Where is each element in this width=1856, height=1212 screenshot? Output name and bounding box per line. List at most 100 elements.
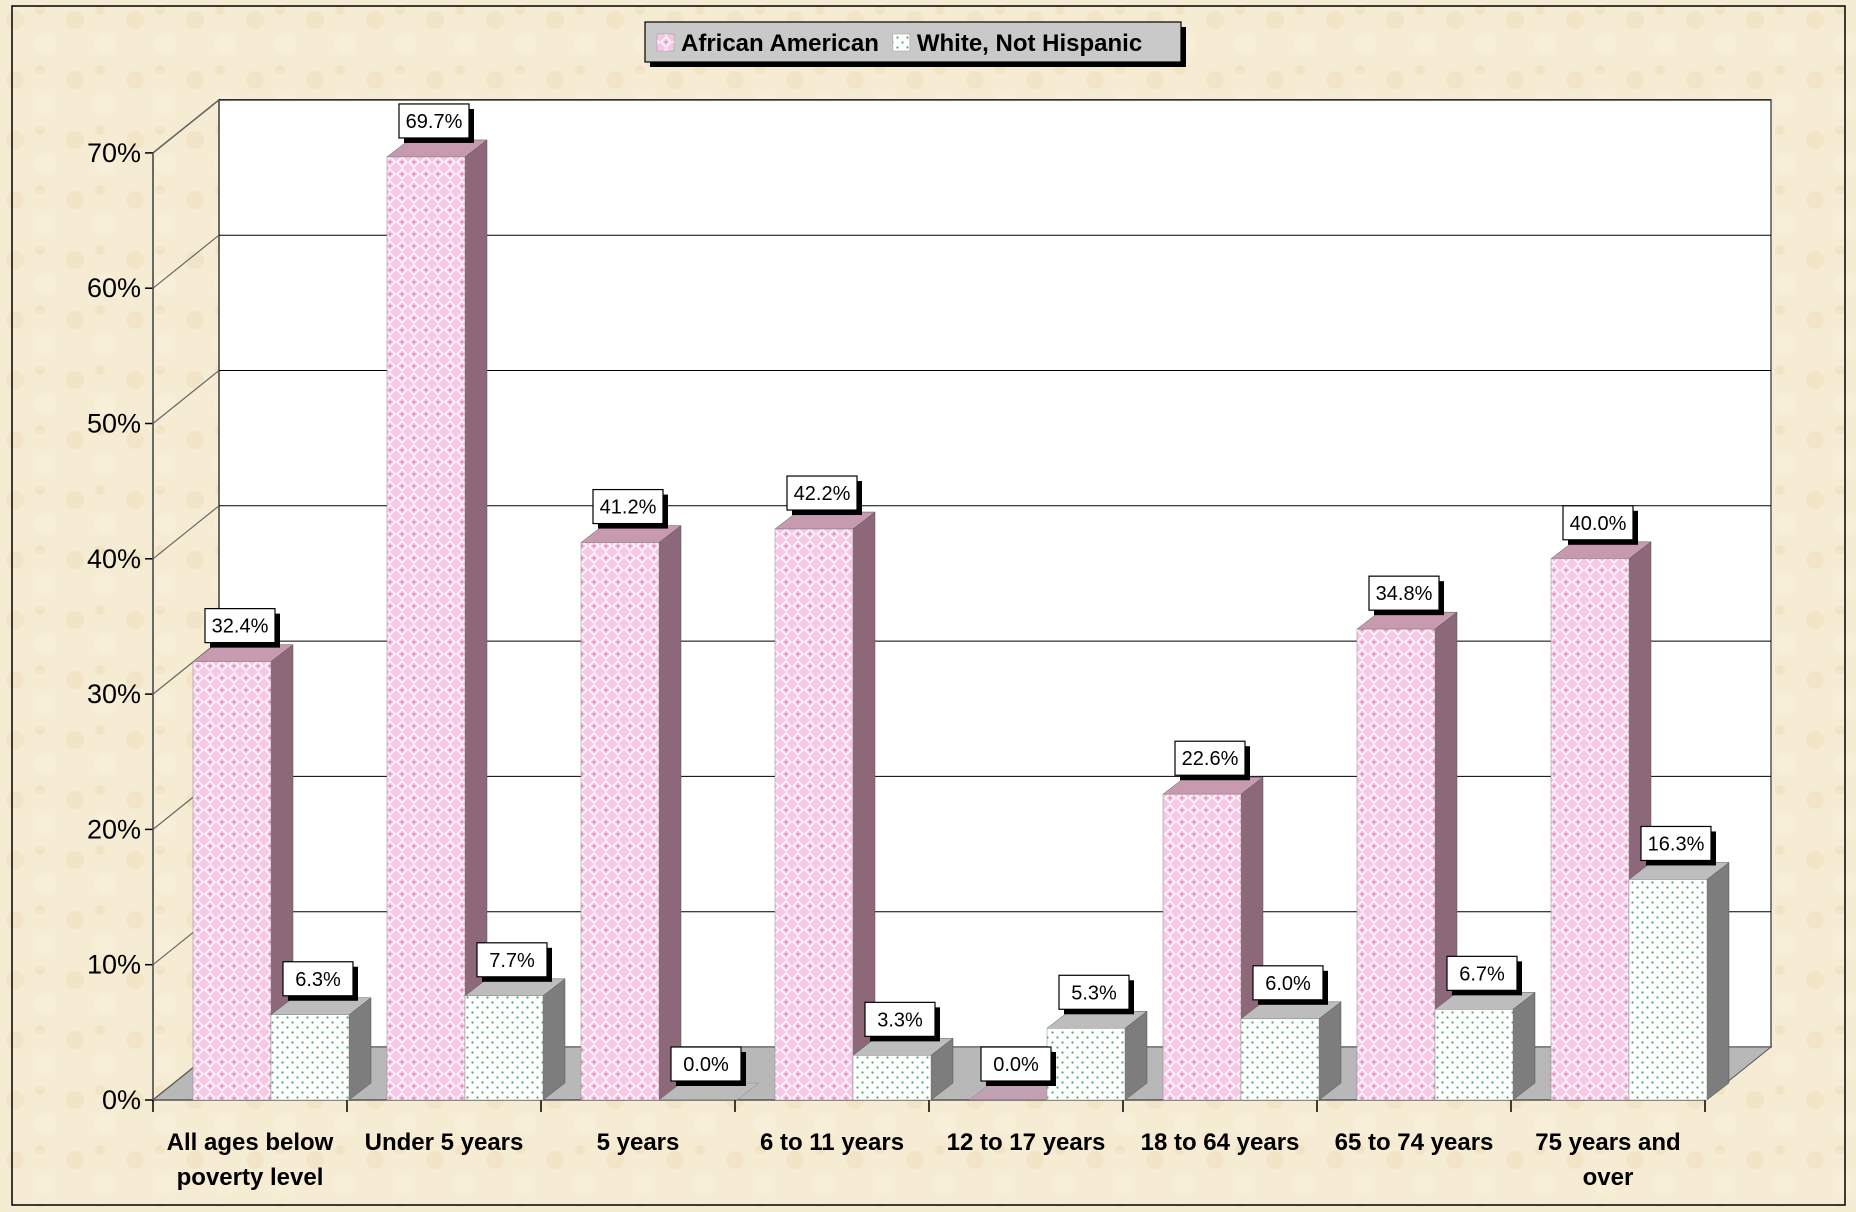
bar-front (1162, 793, 1242, 1101)
data-label-text: 34.8% (1376, 583, 1433, 605)
x-category-label: Under 5 years (365, 1129, 524, 1156)
bar-side (348, 997, 372, 1101)
data-label-text: 5.3% (1071, 982, 1117, 1004)
legend-item: African American (656, 30, 879, 57)
y-tick-label: 70% (87, 138, 141, 168)
data-label-box (980, 1046, 1052, 1082)
data-label-text: 6.3% (295, 969, 341, 991)
chart-frame (11, 5, 1846, 1206)
x-category-label: 6 to 11 years (760, 1129, 904, 1156)
y-tick-label: 10% (87, 950, 141, 980)
gridline-side (152, 505, 220, 560)
bar (1434, 991, 1536, 1101)
bar-side (658, 525, 682, 1101)
data-label-box (282, 961, 354, 997)
bar (1628, 861, 1730, 1101)
data-label-text: 16.3% (1648, 833, 1705, 855)
data-label-text: 22.6% (1182, 748, 1239, 770)
y-tick-label: 20% (87, 814, 141, 844)
data-label: 34.8% (1368, 575, 1444, 616)
data-label: 0.0% (670, 1046, 746, 1086)
bar (386, 139, 488, 1101)
data-label-text: 32.4% (212, 616, 269, 638)
data-label-box (786, 475, 858, 511)
bar-front (1628, 879, 1708, 1101)
bar (774, 511, 876, 1101)
bar-front (270, 1014, 350, 1101)
x-category-label: 75 years and (1535, 1129, 1680, 1156)
data-label-box (1252, 965, 1324, 1001)
data-label: 42.2% (786, 475, 862, 516)
x-category-label: 18 to 64 years (1141, 1129, 1300, 1156)
bar-front (1240, 1018, 1320, 1101)
data-label-text: 3.3% (877, 1009, 923, 1031)
data-label: 3.3% (864, 1001, 940, 1042)
bar (580, 525, 682, 1101)
data-label-box (1640, 825, 1712, 862)
bar (658, 1082, 760, 1101)
data-label-box (1368, 575, 1440, 611)
bar-side (1512, 991, 1536, 1101)
data-label: 6.7% (1446, 955, 1522, 996)
gridline-side (152, 234, 220, 289)
legend-item: White, Not Hispanic (892, 30, 1142, 57)
data-label: 32.4% (204, 608, 280, 648)
data-label: 69.7% (398, 103, 474, 143)
bar-front (852, 1055, 932, 1101)
data-label: 22.6% (1174, 740, 1250, 781)
data-label-box (476, 942, 548, 978)
y-tick-label: 30% (87, 679, 141, 709)
legend-label: African American (681, 30, 879, 57)
y-tick-label: 60% (87, 273, 141, 303)
x-category-label: All ages below (167, 1129, 334, 1156)
bar-front (386, 156, 466, 1101)
x-category-label: 5 years (597, 1129, 680, 1156)
x-category-label: over (1583, 1164, 1634, 1191)
data-label-box (1562, 505, 1634, 541)
data-label-text: 6.7% (1459, 963, 1505, 985)
data-label-text: 0.0% (993, 1054, 1039, 1076)
gridline-side (152, 99, 220, 154)
data-label: 6.0% (1252, 965, 1328, 1005)
x-category-label: poverty level (177, 1164, 324, 1191)
data-label-box (1174, 740, 1246, 776)
bar-front (1550, 558, 1630, 1101)
x-category-label: 12 to 17 years (947, 1129, 1106, 1156)
data-label-box (1058, 974, 1130, 1010)
y-tick-label: 40% (87, 544, 141, 574)
gridline-side (152, 370, 220, 424)
data-label-text: 6.0% (1265, 973, 1311, 995)
bar (1046, 1010, 1148, 1101)
y-tick-label: 0% (102, 1085, 141, 1115)
bar (1162, 776, 1264, 1101)
bar-front (774, 528, 854, 1101)
data-label-text: 42.2% (794, 483, 851, 505)
data-label: 0.0% (980, 1046, 1056, 1086)
legend-box (644, 21, 1182, 63)
data-label-box (670, 1046, 742, 1082)
data-label-box (592, 488, 664, 525)
bar-front (580, 542, 660, 1101)
bar-front (1356, 628, 1436, 1101)
legend-label: White, Not Hispanic (917, 30, 1142, 57)
legend-swatch (656, 33, 675, 52)
bar-front (1046, 1028, 1126, 1101)
bar-front (192, 661, 272, 1101)
bar (464, 978, 566, 1101)
data-label: 40.0% (1562, 505, 1638, 545)
bar (1240, 1001, 1342, 1101)
bar-side (542, 978, 566, 1101)
data-label: 41.2% (592, 488, 668, 529)
data-label: 7.7% (476, 942, 552, 982)
data-label-box (204, 608, 276, 644)
data-label-text: 41.2% (600, 497, 657, 519)
data-label-text: 0.0% (683, 1054, 729, 1076)
bar-front (464, 995, 544, 1101)
data-label: 6.3% (282, 961, 358, 1001)
data-label-text: 7.7% (489, 950, 535, 972)
bar (852, 1037, 954, 1101)
data-label: 5.3% (1058, 974, 1134, 1015)
x-category-label: 65 to 74 years (1335, 1129, 1494, 1156)
